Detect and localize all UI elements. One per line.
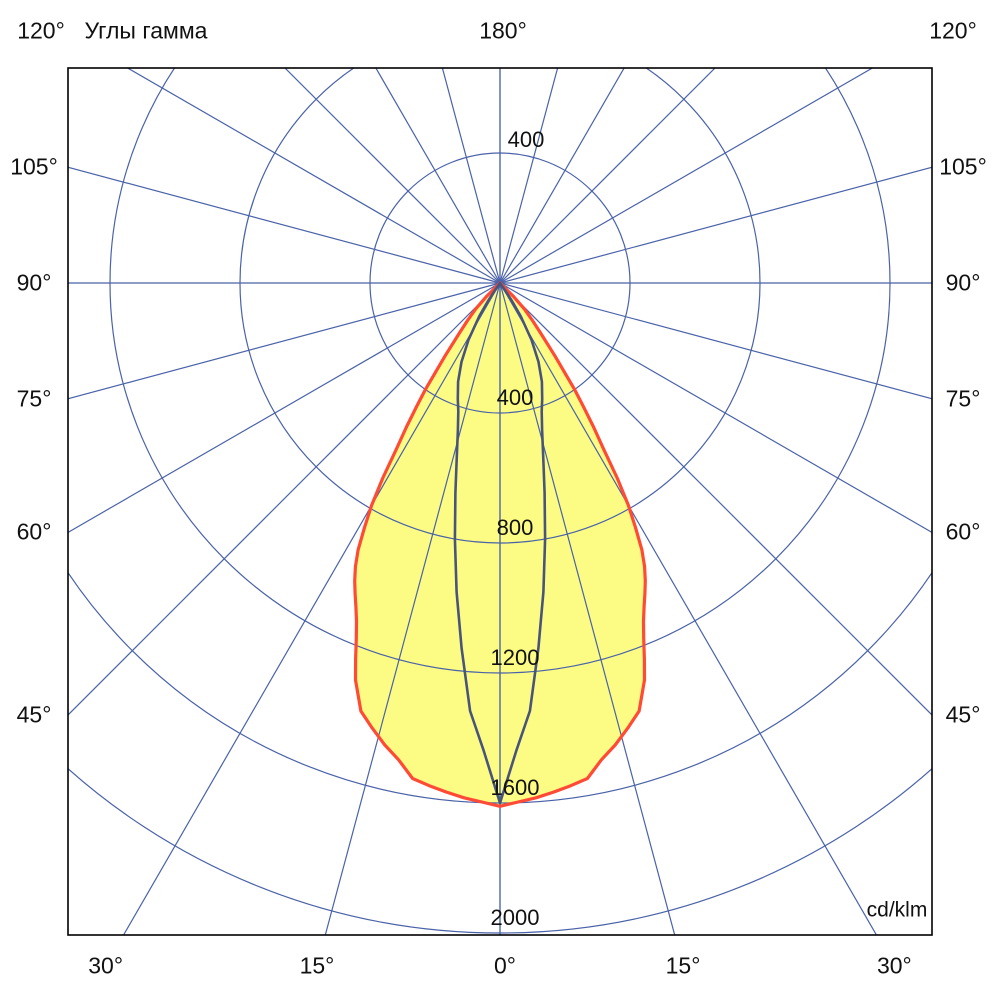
radial-gridline — [499, 68, 625, 284]
angle-label-top-center-180: 180° — [479, 17, 527, 44]
radial-gridline — [68, 282, 501, 716]
radial-gridline — [499, 68, 716, 284]
radial-gridline — [68, 282, 501, 400]
ring-label-2000: 2000 — [490, 905, 540, 930]
angle-label-bottom-0: 0° — [494, 952, 516, 979]
angle-label-right-60: 60° — [945, 518, 981, 545]
angle-label-left-60: 60° — [16, 518, 52, 545]
radial-gridline — [499, 282, 878, 935]
angle-label-right-75: 75° — [945, 385, 981, 412]
angle-label-right-105: 105° — [939, 153, 987, 180]
radial-gridline — [499, 282, 932, 716]
angle-label-left-45: 45° — [16, 701, 52, 728]
ring-label-400: 400 — [496, 385, 534, 410]
angle-label-bottom-15: 15° — [299, 952, 335, 979]
angle-label-top-left-120: 120° — [17, 17, 65, 44]
angle-label-bottom-30: 30° — [876, 952, 912, 979]
angle-label-bottom-15: 15° — [665, 952, 701, 979]
radial-gridline — [499, 282, 932, 534]
radial-gridline — [499, 68, 874, 284]
angle-label-right-45: 45° — [945, 701, 981, 728]
units-label: cd/klm — [866, 898, 928, 922]
angle-label-left-75: 75° — [16, 385, 52, 412]
radial-gridline — [126, 68, 501, 284]
ring-label-upper-400: 400 — [507, 127, 545, 152]
ring-gridline — [239, 68, 761, 544]
radial-gridline — [375, 68, 501, 284]
angle-label-bottom-30: 30° — [88, 952, 124, 979]
angle-label-left-90: 90° — [16, 269, 52, 296]
radial-gridline — [122, 282, 501, 935]
radial-gridline — [68, 282, 501, 534]
radial-gridline — [324, 282, 501, 935]
ring-gridline — [369, 152, 631, 414]
angle-label-left-105: 105° — [10, 153, 58, 180]
plot-frame — [67, 67, 933, 936]
radial-gridline — [499, 282, 932, 400]
ring-gridline — [68, 767, 932, 934]
ring-label-1200: 1200 — [490, 645, 540, 670]
radial-gridline — [284, 68, 501, 284]
radial-gridline — [499, 68, 559, 284]
angle-label-top-right-120: 120° — [929, 17, 977, 44]
ring-label-800: 800 — [496, 515, 534, 540]
ring-gridline — [109, 68, 891, 674]
angle-label-right-90: 90° — [945, 269, 981, 296]
radial-gridline — [499, 166, 932, 284]
radial-gridline — [68, 166, 501, 284]
narrow-beam-curve — [453, 281, 547, 805]
radial-gridline — [499, 282, 676, 935]
chart-title: Углы гамма — [84, 17, 208, 44]
ring-label-1600: 1600 — [490, 775, 540, 800]
